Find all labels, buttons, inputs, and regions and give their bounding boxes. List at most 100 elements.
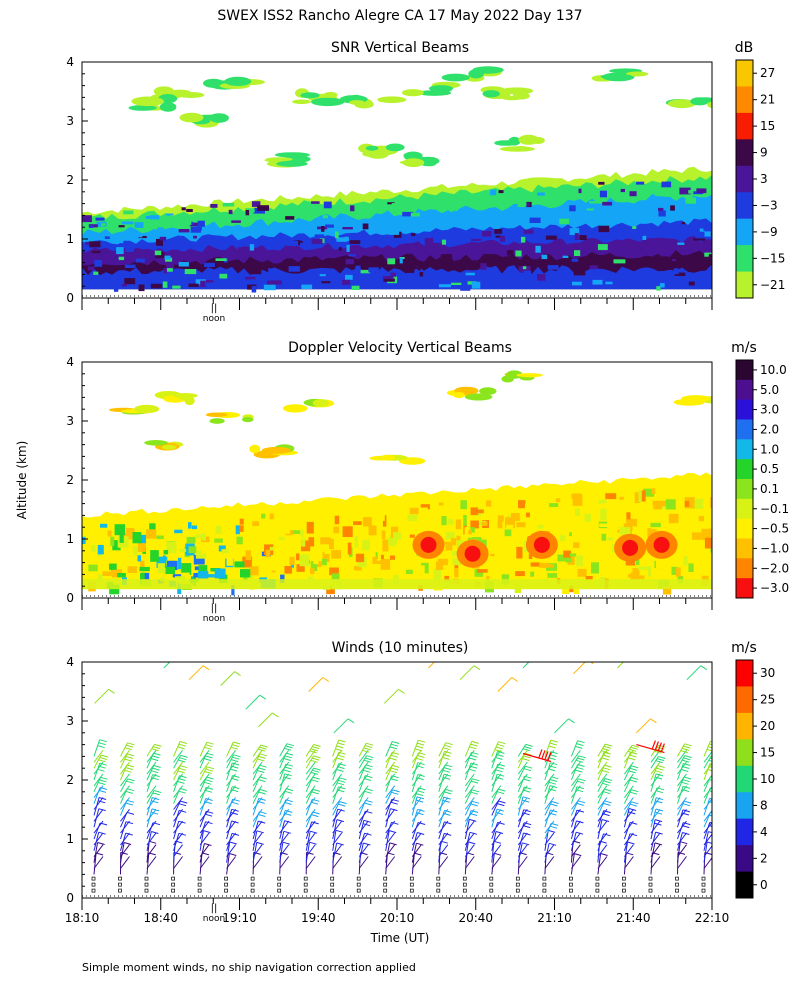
wind-barb-flag (338, 739, 346, 743)
wind-barb-flag (417, 755, 425, 758)
snr-speckle (163, 267, 167, 274)
doppler-patch (221, 549, 229, 554)
snr-speckle (696, 188, 707, 194)
wind-barb-flag (126, 811, 135, 815)
wind-barb-flag (126, 764, 135, 768)
doppler-patch (247, 541, 254, 551)
snr-speckle (267, 280, 277, 285)
doppler-patch (652, 500, 664, 505)
doppler-patch (630, 572, 640, 580)
wind-barb-staff (385, 820, 396, 834)
wind-barb-flag (471, 740, 479, 744)
snr-speckle (118, 225, 125, 228)
snr-speckle (125, 249, 134, 252)
doppler-patch (181, 563, 192, 575)
snr-speckle (184, 269, 197, 275)
wind-surface-marker (489, 882, 494, 887)
wind-barb-flag (444, 744, 452, 748)
snr-speckle (707, 268, 712, 276)
doppler-patch (463, 515, 467, 526)
wind-surface-marker (515, 882, 520, 887)
doppler-patch (647, 566, 652, 577)
wind-barb-flag (178, 743, 187, 747)
doppler-patch (277, 555, 284, 564)
snr-cloud-echo (402, 89, 424, 97)
snr-speckle (404, 261, 415, 267)
doppler-patch (282, 522, 290, 534)
wind-profile (91, 739, 109, 893)
doppler-patch (239, 525, 244, 532)
wind-barb-flag (537, 654, 543, 658)
colorbar-label: −1.0 (760, 541, 789, 555)
wind-barb-staff (279, 832, 290, 846)
colorbar-swatch (736, 271, 753, 299)
wind-barb-flag (204, 813, 213, 817)
wind-barb-staff (332, 856, 343, 869)
wind-barb-flag (709, 779, 712, 781)
snr-speckle (670, 205, 675, 211)
snr-cloud-echo (690, 97, 710, 106)
wind-barb-staff (677, 822, 684, 840)
wind-barb-flag (709, 814, 712, 817)
wind-barb-staff (199, 856, 210, 869)
snr-speckle (245, 210, 250, 216)
wind-barb-staff (385, 830, 390, 851)
wind-barb-flag (630, 776, 639, 780)
wind-barb-flag (681, 781, 689, 785)
doppler-patch (188, 546, 197, 554)
doppler-patch (456, 535, 461, 542)
wind-barb-staff (703, 831, 709, 851)
wind-barb-staff (173, 844, 184, 858)
wind-barb-flag (415, 799, 424, 803)
snr-speckle (190, 226, 202, 231)
y-tick-label: 3 (66, 114, 74, 128)
snr-speckle (411, 233, 416, 236)
snr-speckle (659, 256, 669, 260)
snr-cloud-echo (349, 100, 365, 105)
wind-barb-staff (120, 778, 129, 793)
wind-barb-flag (124, 769, 132, 773)
doppler-patch (193, 555, 205, 565)
snr-speckle (336, 237, 347, 242)
wind-barb-staff (146, 773, 157, 787)
wind-surface-marker (515, 876, 520, 881)
colorbar-label: 1.0 (760, 442, 779, 456)
colorbar-swatch (736, 399, 753, 420)
wind-barb-flag (681, 747, 690, 751)
wind-barb-flag (260, 744, 268, 748)
doppler-patch (382, 539, 389, 552)
wind-barb-flag (443, 767, 452, 771)
x-tick-label: 22:10 (695, 911, 730, 925)
wind-barb-strong (522, 752, 552, 763)
snr-speckle (636, 205, 647, 212)
wind-barb-staff (93, 763, 101, 781)
wind-barb-staff (385, 773, 396, 787)
doppler-patch (389, 555, 395, 560)
doppler-patch (634, 492, 641, 503)
wind-profile (489, 741, 506, 893)
colorbar-swatch (736, 218, 753, 246)
wind-barb-flag (524, 752, 532, 756)
doppler-patch (626, 512, 631, 520)
snr-speckle (613, 259, 626, 264)
snr-speckle (326, 285, 330, 288)
snr-speckle (121, 221, 134, 225)
snr-speckle (598, 225, 610, 233)
wind-surface-marker (409, 888, 414, 893)
wind-barb-staff (597, 820, 608, 834)
doppler-patch (300, 529, 304, 537)
snr-speckle (286, 205, 299, 210)
wind-barb-staff (120, 808, 130, 822)
wind-barb-staff (624, 797, 634, 810)
wind-barb-flag (229, 853, 237, 856)
wind-barb-flag (231, 801, 239, 805)
doppler-patch (296, 553, 300, 561)
snr-speckle (116, 247, 124, 255)
snr-speckle (82, 215, 92, 223)
wind-barb-staff (650, 797, 661, 810)
wind-barb-upper (459, 665, 475, 681)
snr-speckle (495, 234, 505, 242)
wind-barb-flag (602, 782, 610, 786)
wind-barb-flag (654, 811, 663, 815)
wind-barb-flag (416, 757, 424, 761)
